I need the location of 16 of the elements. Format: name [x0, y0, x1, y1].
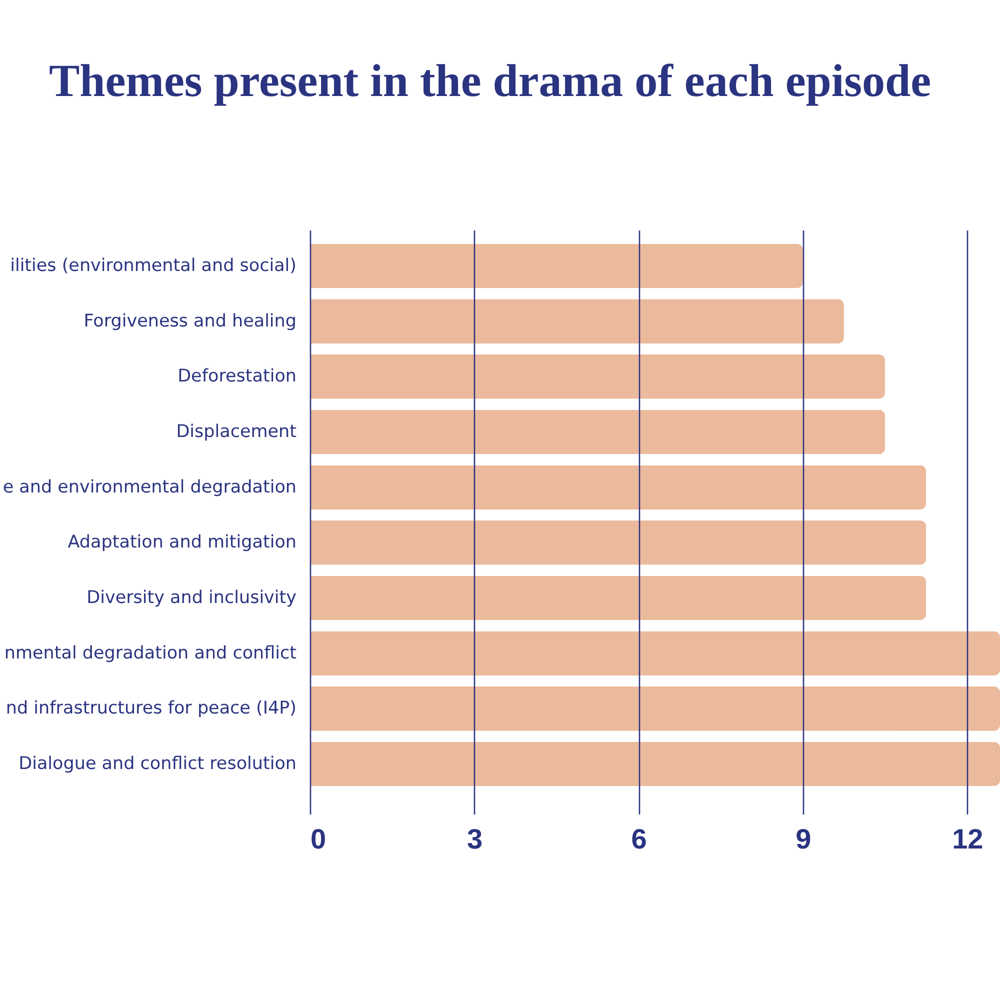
y-tick-label: nmental degradation and conflict	[4, 643, 297, 664]
x-tick-label: 6	[631, 824, 647, 854]
x-tick-label: 9	[796, 824, 812, 854]
y-tick-label: ilities (environmental and social)	[10, 256, 296, 276]
y-tick-label: Dialogue and conflict resolution	[18, 754, 296, 774]
y-tick-label: e and environmental degradation	[2, 477, 296, 498]
y-tick-label: Forgiveness and healing	[84, 311, 296, 332]
y-tick-label: nd infrastructures for peace (I4P)	[6, 698, 296, 719]
y-tick-label: Diversity and inclusivity	[86, 588, 296, 608]
y-tick-label: Adaptation and mitigation	[68, 532, 296, 553]
x-tick-label: 3	[466, 824, 483, 854]
y-tick-label: Deforestation	[178, 366, 296, 387]
x-tick-label: 12	[952, 824, 984, 854]
chart-title: Themes present in the drama of each episode	[48, 55, 932, 106]
y-tick-label: Displacement	[176, 422, 297, 442]
x-tick-label: 0	[310, 824, 326, 854]
